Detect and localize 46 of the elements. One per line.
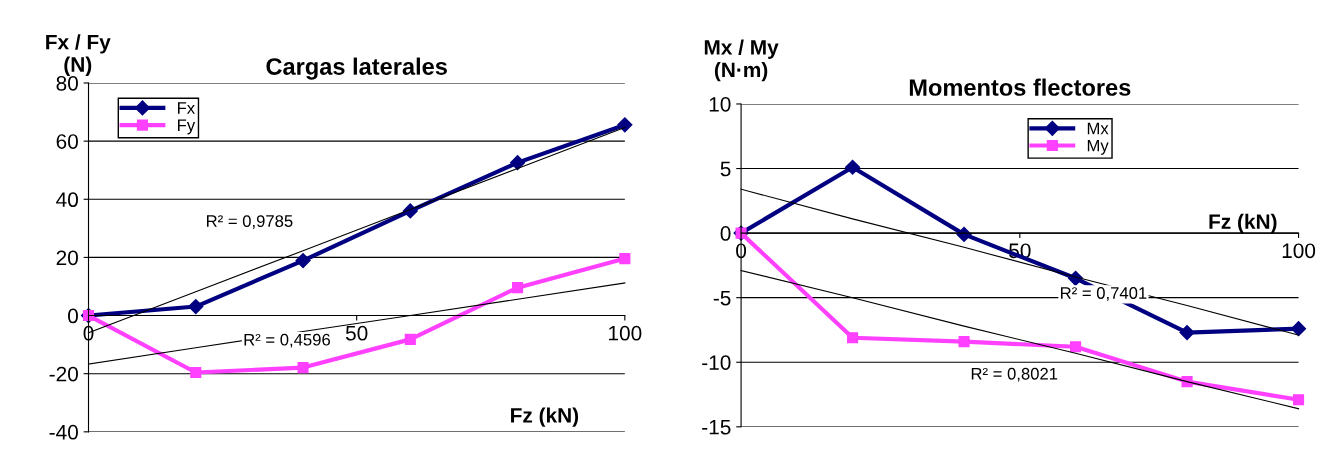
- annotation: R² = 0,8021: [971, 367, 1058, 382]
- x-tick-label: 100: [609, 325, 642, 341]
- y-axis-title: Fx / Fy (N): [46, 34, 111, 77]
- legend-label: My: [1087, 139, 1109, 155]
- y-tick-label: 40: [56, 192, 78, 208]
- chart-title: Cargas laterales: [266, 57, 447, 80]
- x-tick-label: 100: [1282, 243, 1316, 259]
- point: [297, 362, 309, 374]
- point: [847, 332, 859, 344]
- point: [619, 253, 631, 265]
- y-axis-title: Mx / My (N·m): [704, 39, 779, 82]
- point: [509, 155, 526, 171]
- point: [1179, 324, 1195, 341]
- point: [295, 253, 311, 269]
- point: [845, 159, 861, 175]
- y-tick-label: 20: [56, 250, 78, 266]
- annotation: R² = 0,4596: [244, 333, 330, 348]
- point: [512, 282, 524, 294]
- annotation: R² = 0,7401: [1061, 287, 1147, 301]
- point: [1290, 321, 1307, 337]
- annotation: R² = 0,9785: [207, 215, 293, 229]
- x-axis-title: Fz (kN): [511, 407, 579, 427]
- y-tick-label: -5: [713, 290, 731, 306]
- x-axis-title: Fz (kN): [1209, 213, 1277, 234]
- y-tick-label: 5: [720, 161, 731, 177]
- y-tick-label: -20: [49, 366, 78, 382]
- y-tick-label: -10: [702, 355, 731, 370]
- point: [617, 117, 633, 133]
- chart-title: Momentos flectores: [909, 78, 1131, 96]
- point: [190, 366, 202, 379]
- point: [404, 333, 416, 345]
- y-tick-label: -40: [49, 424, 78, 440]
- y-tick-label: -15: [702, 420, 731, 435]
- y-tick-label: 0: [68, 308, 78, 324]
- point: [188, 298, 204, 315]
- y-tick-label: 10: [709, 96, 731, 112]
- x-tick-label: 50: [345, 325, 368, 341]
- point: [1292, 394, 1305, 406]
- legend-label: Fy: [177, 119, 196, 135]
- y-tick-label: 60: [56, 134, 78, 149]
- point: [1070, 341, 1082, 353]
- point: [958, 336, 970, 348]
- y-tick-label: 80: [56, 75, 78, 91]
- legend-label: Fx: [177, 102, 195, 114]
- legend-label: Mx: [1087, 122, 1109, 135]
- y-tick-label: 0: [720, 226, 731, 241]
